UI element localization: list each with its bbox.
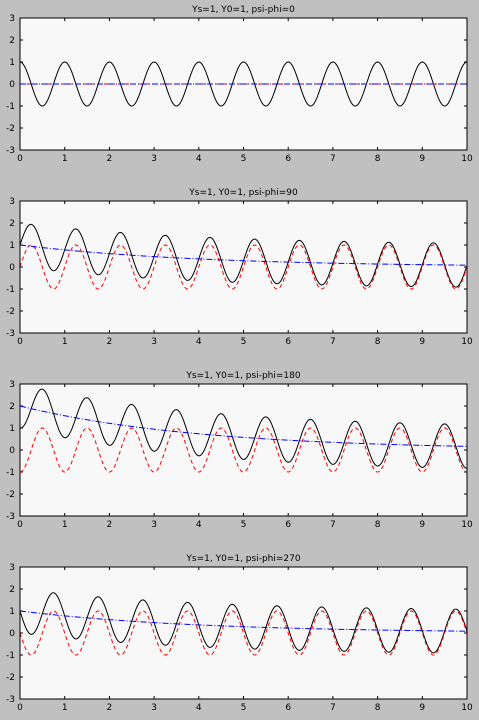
plot-area	[20, 201, 467, 333]
series-transient-line	[19, 244, 467, 266]
x-tick-label: 1	[62, 154, 68, 164]
x-tick-label: 0	[17, 337, 23, 347]
x-tick-label: 6	[285, 520, 291, 530]
axes-frame	[19, 17, 468, 151]
chart-panel: Ys=1, Y0=1, psi-phi=900 1 2 3 4 5 6 7 8 9 103210-1…	[6, 188, 473, 347]
x-tick-label: 10	[461, 520, 473, 530]
axes-frame	[19, 383, 468, 517]
x-tick-label: 8	[375, 337, 381, 347]
y-tick-label: 0	[9, 446, 15, 456]
y-tick-label: 1	[9, 424, 15, 434]
chart-panel: Ys=1, Y0=1, psi-phi=00 1 2 3 4 5 6 7 8 9 103210-1-…	[6, 5, 473, 164]
y-tick-label: -3	[6, 146, 15, 156]
y-tick-label: -1	[6, 285, 15, 295]
y-tick-label: -1	[6, 651, 15, 661]
y-tick-label: -3	[6, 695, 15, 705]
x-tick-label: 9	[419, 337, 425, 347]
x-tick-label: 6	[285, 154, 291, 164]
x-tick-label: 8	[375, 703, 381, 713]
x-tick-label: 1	[62, 703, 68, 713]
y-tick-label: 3	[9, 14, 15, 24]
x-tick-label: 4	[196, 703, 202, 713]
series-response-line	[19, 388, 468, 469]
y-tick-label: 2	[9, 585, 15, 595]
x-tick-label: 4	[196, 154, 202, 164]
axes-frame	[19, 566, 468, 700]
y-tick-label: 3	[9, 197, 15, 207]
x-tick-label: 7	[330, 337, 336, 347]
y-tick-label: 2	[9, 36, 15, 46]
y-tick-label: -2	[6, 124, 15, 134]
y-tick-label: 1	[9, 607, 15, 617]
plot-area	[20, 384, 467, 516]
y-tick-label: 0	[9, 80, 15, 90]
plot-area	[20, 567, 467, 699]
chart-title: Ys=1, Y0=1, psi-phi=90	[188, 188, 298, 198]
series-transient-line	[19, 610, 467, 632]
x-tick-label: 3	[151, 337, 157, 347]
x-tick-label: 6	[285, 337, 291, 347]
x-tick-label: 1	[62, 337, 68, 347]
x-tick-label: 5	[241, 703, 247, 713]
y-tick-label: 2	[9, 219, 15, 229]
chart-title: Ys=1, Y0=1, psi-phi=180	[185, 371, 300, 381]
x-tick-label: 7	[330, 154, 336, 164]
x-tick-label: 4	[196, 520, 202, 530]
chart-title: Ys=1, Y0=1, psi-phi=0	[191, 5, 295, 15]
x-tick-label: 4	[196, 337, 202, 347]
x-tick-label: 10	[461, 154, 473, 164]
y-tick-label: -1	[6, 102, 15, 112]
x-tick-label: 8	[375, 154, 381, 164]
x-tick-label: 2	[107, 520, 113, 530]
series-steady-state-line	[19, 427, 468, 473]
y-tick-label: -1	[6, 468, 15, 478]
x-tick-label: 9	[419, 154, 425, 164]
x-tick-label: 10	[461, 337, 473, 347]
x-tick-label: 9	[419, 520, 425, 530]
x-tick-label: 5	[241, 154, 247, 164]
x-tick-label: 0	[17, 703, 23, 713]
y-tick-label: -3	[6, 329, 15, 339]
axes-frame	[19, 200, 468, 334]
y-tick-label: -3	[6, 512, 15, 522]
y-tick-label: 1	[9, 241, 15, 251]
x-tick-label: 3	[151, 703, 157, 713]
x-tick-label: 7	[330, 703, 336, 713]
x-tick-label: 8	[375, 520, 381, 530]
x-tick-label: 7	[330, 520, 336, 530]
y-tick-label: 2	[9, 402, 15, 412]
series-transient-line	[19, 405, 468, 447]
y-tick-label: 1	[9, 58, 15, 68]
x-tick-label: 1	[62, 520, 68, 530]
y-tick-label: 0	[9, 263, 15, 273]
series-response-line	[19, 61, 468, 107]
x-tick-label: 3	[151, 520, 157, 530]
x-tick-label: 5	[241, 520, 247, 530]
y-tick-label: 3	[9, 563, 15, 573]
x-tick-label: 2	[107, 703, 113, 713]
chart-title: Ys=1, Y0=1, psi-phi=270	[185, 554, 300, 564]
x-tick-label: 0	[17, 520, 23, 530]
x-tick-label: 2	[107, 154, 113, 164]
x-tick-label: 2	[107, 337, 113, 347]
x-tick-label: 6	[285, 703, 291, 713]
y-tick-label: -2	[6, 307, 15, 317]
y-tick-label: 0	[9, 629, 15, 639]
x-tick-label: 3	[151, 154, 157, 164]
y-tick-label: 3	[9, 380, 15, 390]
y-tick-label: -2	[6, 490, 15, 500]
x-tick-label: 9	[419, 703, 425, 713]
x-tick-label: 5	[241, 337, 247, 347]
x-tick-label: 10	[461, 703, 473, 713]
x-tick-label: 0	[17, 154, 23, 164]
y-tick-label: -2	[6, 673, 15, 683]
